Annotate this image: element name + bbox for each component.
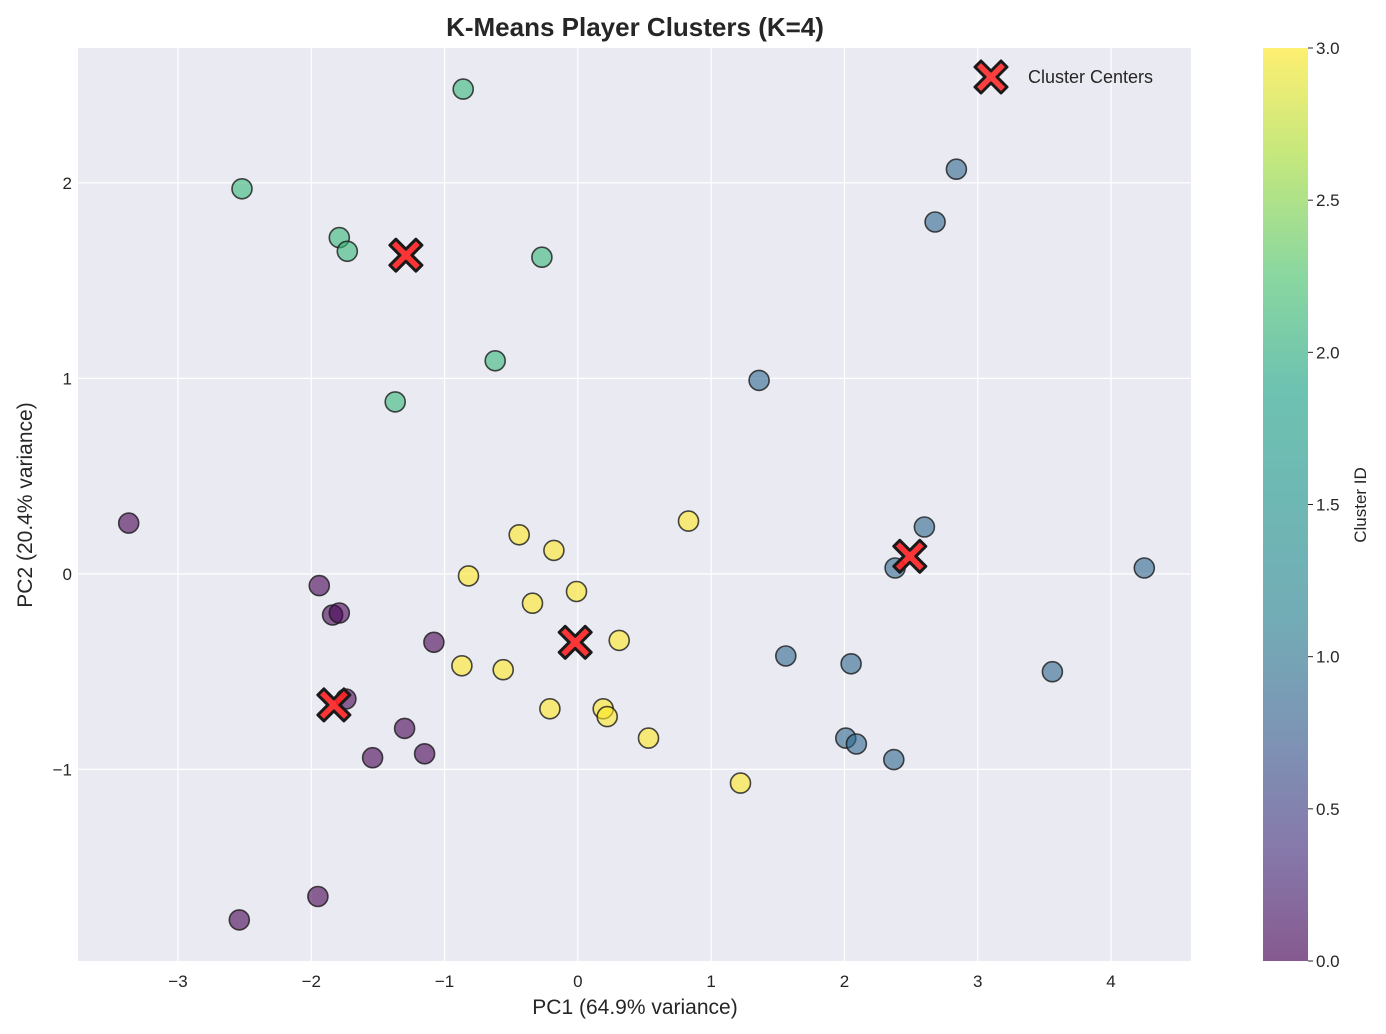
- data-point: [543, 539, 565, 562]
- data-point: [531, 246, 553, 269]
- x-tick-label: −1: [435, 972, 454, 991]
- data-point: [729, 772, 752, 794]
- data-point: [882, 748, 905, 771]
- colorbar-tick-label: 0.0: [1316, 952, 1340, 971]
- colorbar-ticks: 0.0 0.5 1.0 1.5 2.0 2.5 3.0: [1308, 39, 1340, 971]
- data-points: [117, 78, 1156, 931]
- x-axis-label: PC1 (64.9% variance): [532, 996, 737, 1019]
- legend: Cluster Centers: [973, 59, 1153, 95]
- data-point: [1041, 660, 1064, 683]
- data-point: [117, 512, 140, 534]
- x-tick-labels: −3 −2 −1 0 1 2 3 4: [168, 972, 1115, 991]
- colorbar-tick-label: 2.0: [1316, 343, 1340, 362]
- data-point: [393, 717, 416, 740]
- y-tick-label: 1: [63, 369, 72, 388]
- data-point: [539, 697, 561, 720]
- y-tick-label: 2: [63, 174, 72, 193]
- data-point: [457, 565, 480, 587]
- data-point: [913, 516, 936, 538]
- colorbar-tick-label: 3.0: [1316, 39, 1340, 58]
- cluster-center-marker: [388, 237, 424, 273]
- grid-lines: [78, 48, 1191, 961]
- colorbar: 0.0 0.5 1.0 1.5 2.0 2.5 3.0 Cluster ID: [1263, 39, 1370, 971]
- colorbar-tick-label: 1.0: [1316, 648, 1340, 667]
- data-point: [565, 580, 588, 603]
- data-point: [451, 654, 473, 677]
- chart-title: K-Means Player Clusters (K=4): [446, 12, 824, 42]
- colorbar-tick-label: 0.5: [1316, 800, 1340, 819]
- x-tick-label: 0: [573, 972, 582, 991]
- data-point: [521, 592, 544, 615]
- y-tick-labels: −1 0 1 2: [53, 174, 72, 780]
- data-point: [492, 658, 515, 681]
- data-point: [307, 885, 329, 908]
- cluster-center-marker: [892, 538, 928, 574]
- x-tick-label: −3: [168, 972, 187, 991]
- data-point: [228, 909, 251, 931]
- x-tick-label: 2: [840, 972, 849, 991]
- data-point: [452, 78, 475, 100]
- data-point: [384, 391, 407, 413]
- cluster-center-marker: [557, 624, 593, 660]
- x-tick-label: 3: [973, 972, 982, 991]
- y-tick-label: −1: [53, 760, 72, 779]
- x-tick-label: −2: [302, 972, 321, 991]
- data-point: [924, 211, 946, 233]
- data-point: [1133, 557, 1156, 579]
- cluster-centers: [316, 237, 928, 723]
- plot-area: [78, 48, 1191, 961]
- x-tick-label: 1: [706, 972, 715, 991]
- data-point: [328, 602, 351, 624]
- data-point: [336, 240, 359, 263]
- y-tick-label: 0: [63, 565, 72, 584]
- data-point: [361, 746, 384, 769]
- colorbar-tick-label: 1.5: [1316, 496, 1340, 515]
- y-axis-label: PC2 (20.4% variance): [14, 402, 37, 607]
- data-point: [508, 523, 531, 546]
- colorbar-gradient: [1263, 48, 1308, 961]
- data-point: [840, 652, 862, 675]
- data-point: [774, 645, 797, 667]
- data-point: [413, 742, 436, 765]
- data-point: [677, 510, 700, 532]
- colorbar-label: Cluster ID: [1351, 467, 1370, 543]
- x-tick-label: 4: [1106, 972, 1115, 991]
- data-point: [845, 733, 868, 755]
- data-point: [637, 727, 660, 749]
- data-point: [596, 705, 619, 728]
- colorbar-tick-label: 2.5: [1316, 191, 1340, 210]
- cluster-center-marker: [316, 687, 352, 723]
- data-point: [231, 178, 253, 200]
- legend-center-marker: [973, 59, 1009, 95]
- data-point: [945, 158, 968, 180]
- legend-label: Cluster Centers: [1028, 67, 1153, 87]
- data-point: [484, 349, 507, 372]
- data-point: [608, 629, 631, 652]
- data-point: [423, 631, 445, 654]
- data-point: [308, 574, 331, 597]
- data-point: [748, 369, 770, 392]
